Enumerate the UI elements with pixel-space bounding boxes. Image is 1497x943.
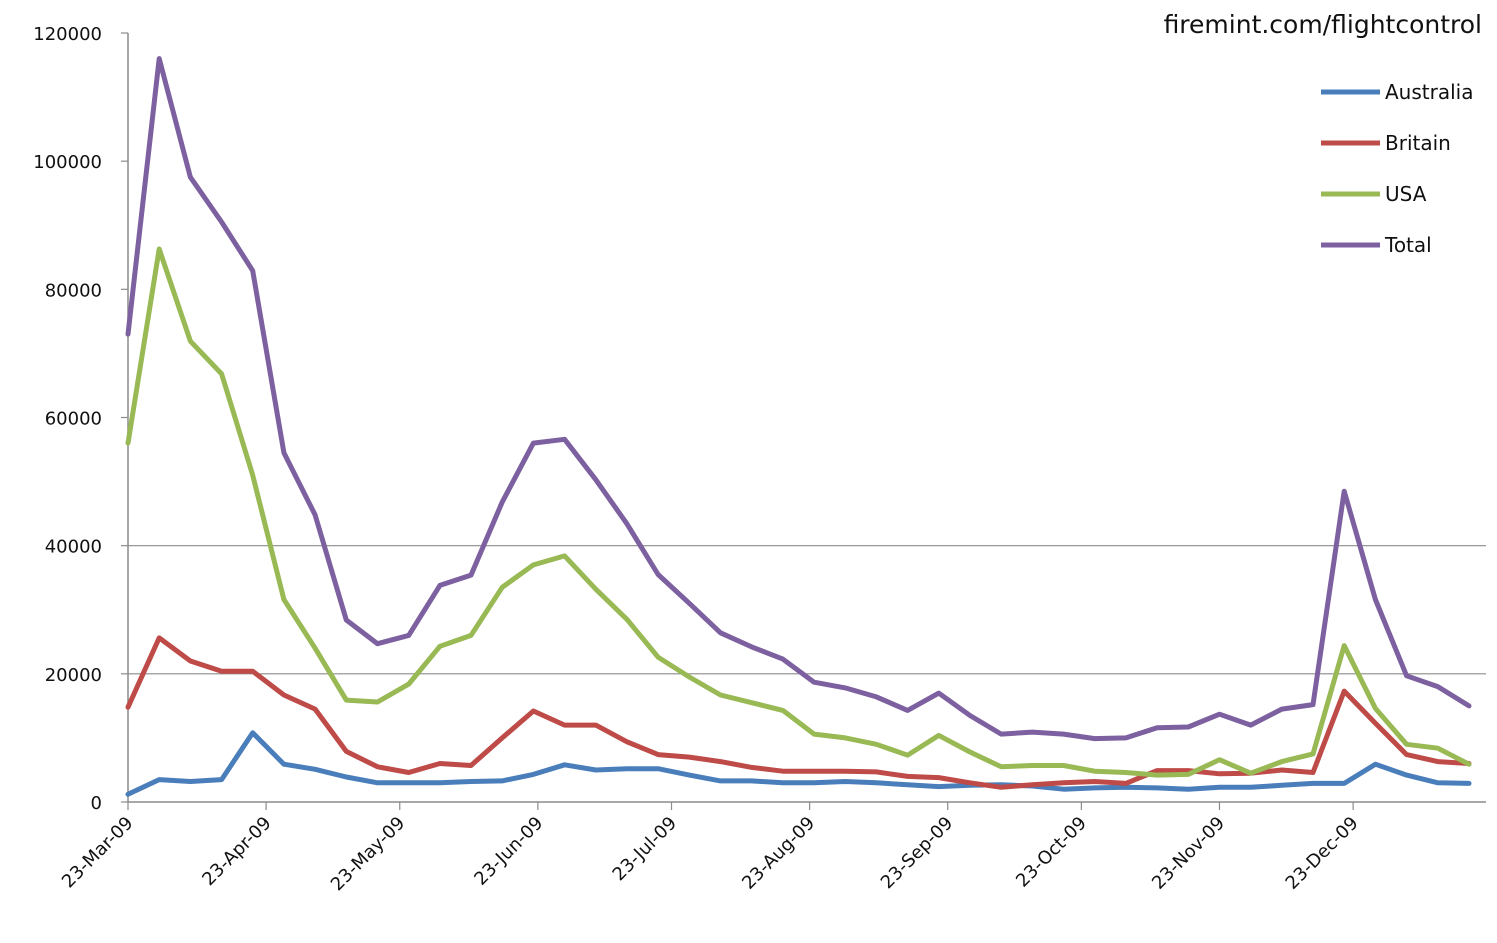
series-lines [125, 56, 1472, 797]
legend-label-australia: Australia [1385, 80, 1473, 104]
legend-label-usa: USA [1385, 182, 1427, 206]
y-tick-label: 100000 [33, 152, 102, 173]
x-tick-label: 23-Nov-09 [1148, 813, 1229, 894]
legend: Australia Britain USA Total [1321, 80, 1473, 257]
x-tick-label: 23-May-09 [327, 813, 410, 896]
legend-label-total: Total [1384, 233, 1432, 257]
y-tick-label: 40000 [45, 537, 102, 558]
legend-label-britain: Britain [1385, 131, 1451, 155]
x-tick-label: 23-Jul-09 [609, 813, 682, 886]
x-tick-label: 23-Mar-09 [58, 813, 138, 893]
x-tick-label: 23-Apr-09 [198, 813, 275, 890]
y-tick-label: 20000 [45, 665, 102, 686]
x-tick-label: 23-Jun-09 [470, 813, 547, 890]
x-tick-label: 23-Oct-09 [1012, 813, 1091, 892]
source-annotation: firemint.com/flightcontrol [1164, 10, 1482, 39]
x-tick-label: 23-Dec-09 [1282, 813, 1363, 894]
series-line-usa [125, 246, 1472, 778]
y-tick-label: 60000 [45, 409, 102, 430]
x-tick-label: 23-Sep-09 [877, 813, 957, 893]
y-tick-label: 80000 [45, 280, 102, 301]
series-line-australia [125, 730, 1472, 797]
y-tick-label: 120000 [33, 24, 102, 45]
y-tick-label: 0 [91, 793, 102, 814]
series-line-total [125, 56, 1472, 742]
x-tick-label: 23-Aug-09 [738, 813, 819, 894]
